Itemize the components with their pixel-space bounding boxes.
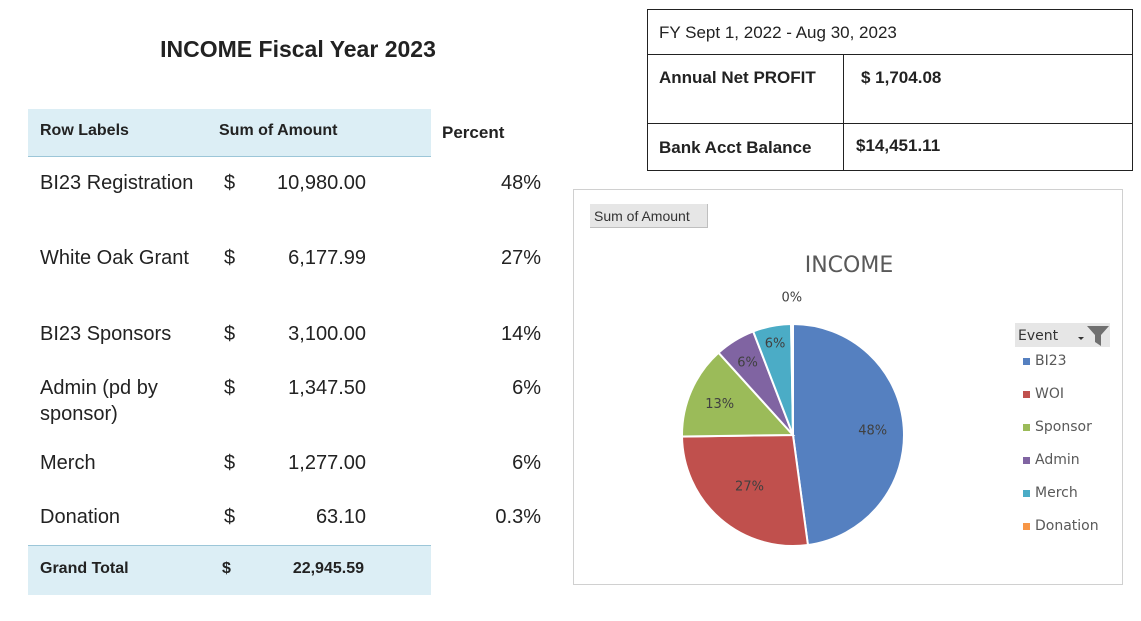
pie-data-label: 48% xyxy=(858,424,887,439)
pie-data-label: 6% xyxy=(737,355,758,370)
pie-chart-svg: INCOME 48% 27% 13% 6% 6% 0% Event BI23 WOI Spons… xyxy=(680,253,1110,547)
legend-swatch xyxy=(1023,490,1030,497)
currency-symbol: $ xyxy=(224,172,236,194)
row-percent: 48% xyxy=(500,172,541,194)
bank-balance-row: Bank Acct Balance $14,451.11 xyxy=(648,124,1132,170)
currency-symbol: $ xyxy=(224,323,236,345)
legend-item-sponsor[interactable]: Sponsor xyxy=(1035,419,1092,435)
currency-symbol: $ xyxy=(224,377,236,399)
row-label: BI23 Registration xyxy=(40,172,194,194)
sum-of-amount-header[interactable]: Sum of Amount xyxy=(219,122,338,139)
pie-slice-woi[interactable] xyxy=(680,433,810,547)
fiscal-year-row: FY Sept 1, 2022 - Aug 30, 2023 xyxy=(648,10,1132,55)
row-amount: 63.10 xyxy=(315,506,366,528)
row-percent: 14% xyxy=(500,323,541,345)
sum-of-amount-field-button[interactable]: Sum of Amount xyxy=(590,204,708,228)
net-profit-row: Annual Net PROFIT $ 1,704.08 xyxy=(648,55,1132,124)
pie-slice-donation[interactable] xyxy=(790,322,794,436)
currency-symbol: $ xyxy=(224,506,236,528)
net-profit-value: $ 1,704.08 xyxy=(861,68,942,87)
legend[interactable]: Event BI23 WOI Sponsor Admin Merch Donation xyxy=(1015,323,1110,534)
summary-table: FY Sept 1, 2022 - Aug 30, 2023 Annual Ne… xyxy=(647,9,1133,171)
row-label: White Oak Grant xyxy=(40,247,189,269)
pie-data-label: 13% xyxy=(705,397,734,412)
legend-swatch xyxy=(1023,424,1030,431)
grand-total-amount: 22,945.59 xyxy=(292,560,364,577)
legend-swatch xyxy=(1023,391,1030,398)
chart-title: INCOME xyxy=(805,253,894,278)
row-label: Merch xyxy=(40,452,96,474)
row-percent: 27% xyxy=(500,247,541,269)
pie-data-label: 0% xyxy=(781,290,802,305)
legend-swatch xyxy=(1023,523,1030,530)
currency-symbol: $ xyxy=(222,560,231,577)
percent-header: Percent xyxy=(442,123,505,142)
row-percent: 0.3% xyxy=(495,506,541,528)
report-title: INCOME Fiscal Year 2023 xyxy=(160,36,436,62)
row-amount: 3,100.00 xyxy=(288,323,366,345)
row-percent: 6% xyxy=(512,377,541,399)
summary-divider xyxy=(843,55,844,170)
pie-data-label: 27% xyxy=(735,480,764,495)
row-label: BI23 Sponsors xyxy=(40,323,172,345)
pie-data-label: 6% xyxy=(765,336,786,351)
row-amount: 1,347.50 xyxy=(288,377,366,399)
bank-balance-label: Bank Acct Balance xyxy=(659,138,812,157)
bank-balance-value: $14,451.11 xyxy=(856,136,941,155)
row-label: Admin (pd by sponsor) xyxy=(40,377,158,425)
row-percent: 6% xyxy=(512,452,541,474)
pie-slice-bi23[interactable] xyxy=(792,322,905,547)
pie-labels: 48% 27% 13% 6% 6% 0% xyxy=(705,290,887,494)
filter-funnel-icon xyxy=(1087,326,1109,346)
row-amount: 6,177.99 xyxy=(288,247,366,269)
currency-symbol: $ xyxy=(224,452,236,474)
row-amount: 10,980.00 xyxy=(277,172,366,194)
dropdown-arrow-icon xyxy=(1078,337,1084,340)
pie-slices xyxy=(680,322,905,547)
row-amount: 1,277.00 xyxy=(288,452,366,474)
legend-item-merch[interactable]: Merch xyxy=(1035,485,1078,501)
legend-item-donation[interactable]: Donation xyxy=(1035,518,1099,534)
legend-item-bi23[interactable]: BI23 xyxy=(1035,353,1067,369)
grand-total-row[interactable]: Grand Total $ 22,945.59 xyxy=(28,545,431,595)
legend-item-admin[interactable]: Admin xyxy=(1035,452,1080,468)
net-profit-label: Annual Net PROFIT xyxy=(659,68,816,87)
legend-swatch xyxy=(1023,457,1030,464)
income-pie-chart[interactable]: Sum of Amount INCOME 48% 27% 13% 6% 6% 0% Eve… xyxy=(573,189,1123,585)
row-labels-header[interactable]: Row Labels xyxy=(40,122,129,139)
pie-slice-sponsor[interactable] xyxy=(681,351,796,438)
row-label: Donation xyxy=(40,506,121,528)
legend-title: Event xyxy=(1018,328,1059,344)
grand-total-label: Grand Total xyxy=(40,560,129,577)
fiscal-year-range: FY Sept 1, 2022 - Aug 30, 2023 xyxy=(659,23,897,42)
legend-item-woi[interactable]: WOI xyxy=(1035,386,1064,402)
pivot-header: Row Labels Sum of Amount xyxy=(28,109,431,157)
currency-symbol: $ xyxy=(224,247,236,269)
legend-swatch xyxy=(1023,358,1030,365)
